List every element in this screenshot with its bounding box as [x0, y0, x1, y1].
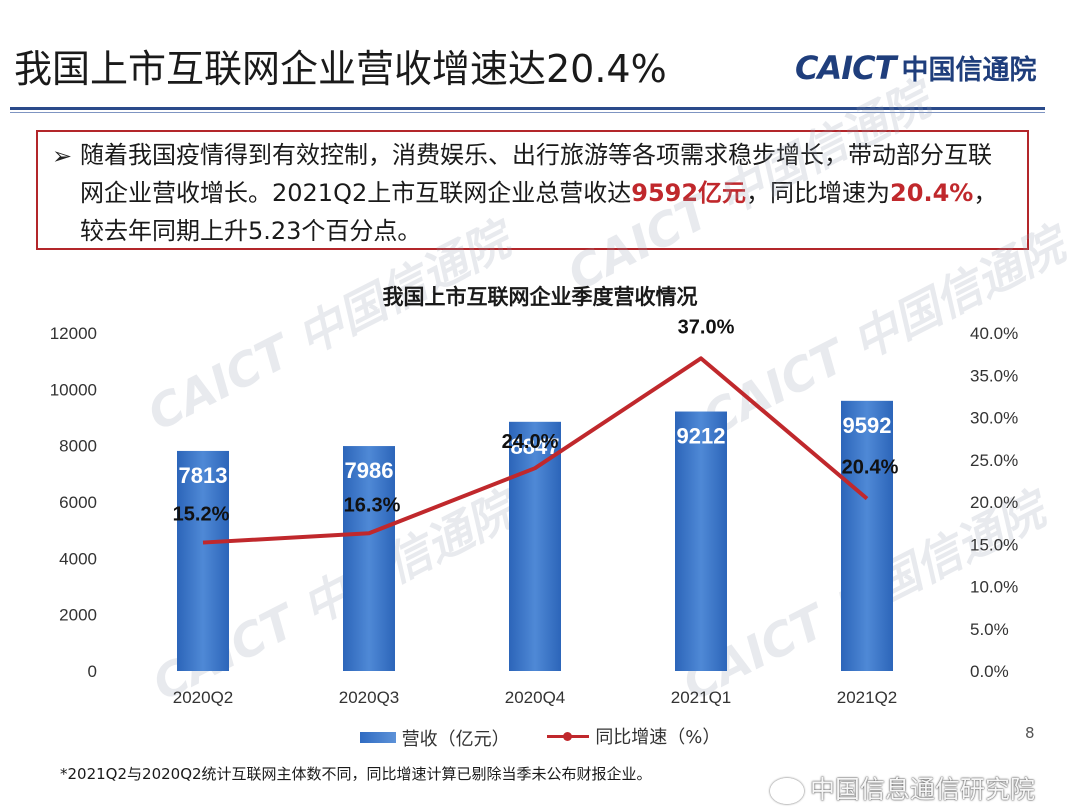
bar — [343, 446, 395, 671]
x-tick-label: 2020Q4 — [505, 688, 566, 707]
x-tick-label: 2021Q1 — [671, 688, 732, 707]
header-divider-thin — [10, 112, 1045, 113]
legend-bar-swatch — [359, 732, 396, 743]
bar-value-label: 7813 — [179, 463, 228, 488]
y-left-tick-label: 12000 — [50, 324, 97, 343]
x-tick-label: 2021Q2 — [837, 688, 898, 707]
legend-line-swatch — [547, 729, 590, 743]
bar-value-label: 7986 — [345, 458, 394, 483]
highlight-growth: 20.4% — [890, 179, 974, 207]
legend-label-revenue: 营收（亿元） — [401, 728, 510, 750]
y-left-tick-label: 0 — [88, 662, 97, 681]
y-right-tick-label: 20.0% — [970, 493, 1018, 512]
page-number: 8 — [1025, 724, 1035, 742]
logo-en-text: CAICT — [795, 49, 896, 87]
growth-value-label: 24.0% — [502, 431, 559, 453]
x-tick-label: 2020Q2 — [173, 688, 234, 707]
growth-value-label: 16.3% — [344, 494, 401, 516]
y-left-tick-label: 2000 — [59, 606, 97, 625]
summary-text-3: ，较去年同期上升5.23个百分点。 — [80, 179, 998, 245]
bar-value-label: 8847 — [511, 434, 560, 459]
y-left-tick-label: 4000 — [59, 549, 97, 568]
growth-line — [202, 356, 869, 545]
footnote: *2021Q2与2020Q2统计互联网主体数不同，同比增速计算已剔除当季未公布财… — [60, 765, 652, 783]
summary-text-2: ，同比增速为 — [746, 179, 891, 207]
y-right-tick-label: 25.0% — [970, 451, 1018, 470]
logo-cn-text: 中国信通院 — [901, 55, 1037, 86]
bar-value-label: 9212 — [677, 424, 726, 449]
slide-title: 我国上市互联网企业营收增速达20.4% — [14, 47, 667, 91]
y-left-tick-label: 10000 — [50, 380, 97, 399]
y-right-tick-label: 30.0% — [970, 409, 1018, 428]
summary-box — [36, 130, 1029, 250]
chart-legend: 营收（亿元） 同比增速（%） — [0, 723, 1080, 751]
growth-value-label: 20.4% — [842, 457, 899, 479]
bar — [675, 411, 727, 671]
header-divider — [10, 107, 1045, 110]
bullet-arrow-icon: ➢ — [52, 142, 73, 170]
y-right-tick-label: 15.0% — [970, 535, 1018, 554]
bar — [841, 400, 893, 671]
y-left-tick-label: 6000 — [59, 493, 97, 512]
weibo-watermark: 中国信息通信研究院 — [770, 770, 1035, 806]
bar-value-label: 9592 — [843, 413, 892, 438]
caict-logo: CAICT 中国信通院 — [795, 48, 1036, 87]
y-right-tick-label: 10.0% — [970, 578, 1018, 597]
growth-value-label: 37.0% — [678, 316, 735, 338]
x-tick-label: 2020Q3 — [339, 688, 400, 707]
weibo-text: 中国信息通信研究院 — [810, 775, 1036, 804]
summary-paragraph: 随着我国疫情得到有效控制，消费娱乐、出行旅游等各项需求稳步增长，带动部分互联网企… — [80, 136, 1015, 250]
summary-text-1: 随着我国疫情得到有效控制，消费娱乐、出行旅游等各项需求稳步增长，带动部分互联网企… — [80, 141, 992, 207]
bar — [177, 450, 229, 671]
legend-item-growth: 同比增速（%） — [547, 723, 720, 749]
y-right-tick-label: 0.0% — [970, 662, 1009, 681]
weibo-icon — [770, 778, 804, 804]
y-right-tick-label: 5.0% — [970, 620, 1009, 639]
growth-value-label: 15.2% — [173, 504, 230, 526]
highlight-revenue: 9592亿元 — [631, 179, 747, 207]
legend-label-growth: 同比增速（%） — [595, 727, 721, 748]
legend-item-revenue: 营收（亿元） — [359, 725, 510, 751]
y-left-tick-label: 8000 — [59, 437, 97, 456]
y-right-tick-label: 40.0% — [970, 324, 1018, 343]
chart-title: 我国上市互联网企业季度营收情况 — [382, 285, 698, 309]
y-right-tick-label: 35.0% — [970, 366, 1018, 385]
bar — [509, 421, 561, 671]
